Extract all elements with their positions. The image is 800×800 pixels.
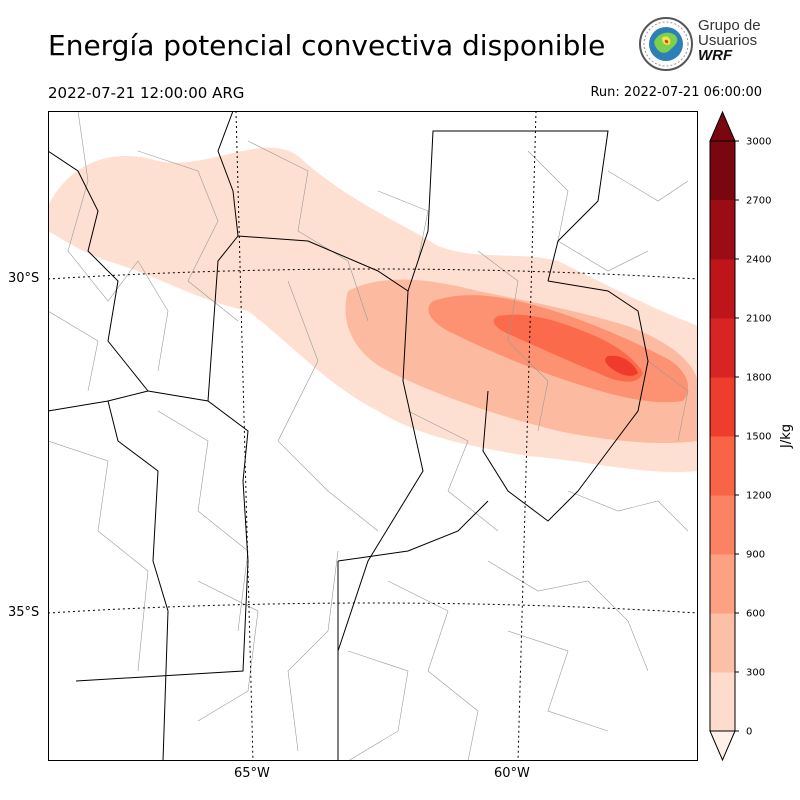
lon-label-65w: 65°W [234,766,270,781]
colorbar-segment [710,259,735,319]
colorbar-tick-label: 1500 [746,432,771,443]
colorbar-segment [710,554,735,614]
colorbar-tick-label: 900 [746,550,765,561]
map-frame [48,111,698,761]
colorbar-tick-label: 2400 [746,255,771,266]
colorbar-tick-label: 1200 [746,491,771,502]
colorbar-extend-low [709,730,736,762]
colorbar-tick-label: 600 [746,609,765,620]
logo-line-3: WRF [698,47,733,64]
colorbar-tick-label: 2700 [746,196,771,207]
colorbar-tick-label: 3000 [746,137,771,148]
colorbar-extend-high [709,110,736,142]
colorbar-units-label: J/kg [779,424,794,449]
colorbar-segment [710,613,735,673]
cape-field [48,147,698,473]
logo-line-2: Usuarios [698,32,758,49]
lat-label-30s: 30°S [8,271,40,286]
run-time: Run: 2022-07-21 06:00:00 [590,85,762,100]
colorbar-segment [710,200,735,260]
colorbar-segment [710,318,735,378]
colorbar-segment [710,495,735,555]
graticule [47,110,699,762]
meridian-65w [235,110,254,762]
map-area [47,110,699,762]
colorbar-segment [710,377,735,437]
colorbar-tick-label: 2100 [746,314,771,325]
colorbar-segment [710,141,735,200]
globe-logo-icon [639,17,693,71]
parallel-35s [47,602,699,614]
colorbar-segment [710,672,735,732]
parallel-30s [47,268,699,280]
colorbar-canvas: 0 300 600 900 1200 1500 1800 2100 2400 2700 3000 J/… [709,110,794,762]
cape-contour-high [493,314,643,382]
colorbar-tick-label: 1800 [746,373,771,384]
logo-text: Grupo de Usuarios WRF [698,18,761,63]
meridian-60w [517,110,537,762]
colorbar-tick-label: 300 [746,668,765,679]
valid-time: 2022-07-21 12:00:00 ARG [48,84,245,102]
cape-contour-peak [605,355,638,376]
province-boundaries [47,110,649,762]
lat-label-35s: 35°S [8,605,40,620]
map-title: Energía potencial convectiva disponible [48,29,606,62]
colorbar-segment [710,436,735,496]
map-canvas [47,110,699,762]
logo-line-1: Grupo de [698,17,761,34]
colorbar-tick-label: 0 [746,727,752,738]
wrf-users-logo: Grupo de Usuarios WRF [638,16,770,74]
colorbar: 0 300 600 900 1200 1500 1800 2100 2400 2700 3000 J/… [700,100,800,780]
lon-label-60w: 60°W [494,766,530,781]
